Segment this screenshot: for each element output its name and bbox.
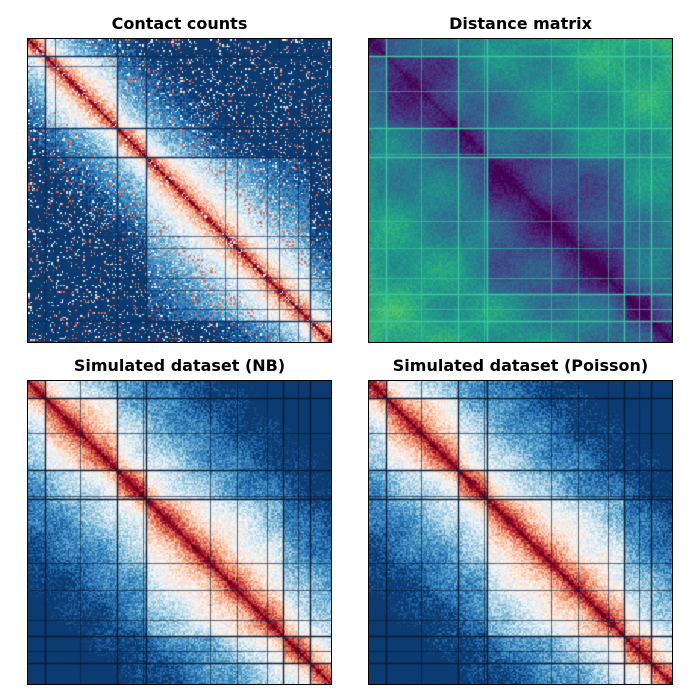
heatmap-plot: [27, 38, 332, 343]
chart-title: Simulated dataset (Poisson): [392, 356, 649, 375]
heatmap-canvas: [28, 39, 331, 342]
panel-simulated-nb: Simulated dataset (NB): [27, 356, 332, 685]
chart-title: Simulated dataset (NB): [73, 356, 286, 375]
heatmap-plot: [368, 380, 673, 685]
panel-simulated-poisson: Simulated dataset (Poisson): [368, 356, 673, 685]
heatmap-plot: [368, 38, 673, 343]
panel-contact-counts: Contact counts: [27, 14, 332, 343]
heatmap-canvas: [369, 381, 672, 684]
chart-title: Distance matrix: [449, 14, 592, 33]
chart-title: Contact counts: [111, 14, 248, 33]
heatmap-plot: [27, 380, 332, 685]
heatmap-canvas: [28, 381, 331, 684]
heatmap-canvas: [369, 39, 672, 342]
panel-distance-matrix: Distance matrix: [368, 14, 673, 343]
